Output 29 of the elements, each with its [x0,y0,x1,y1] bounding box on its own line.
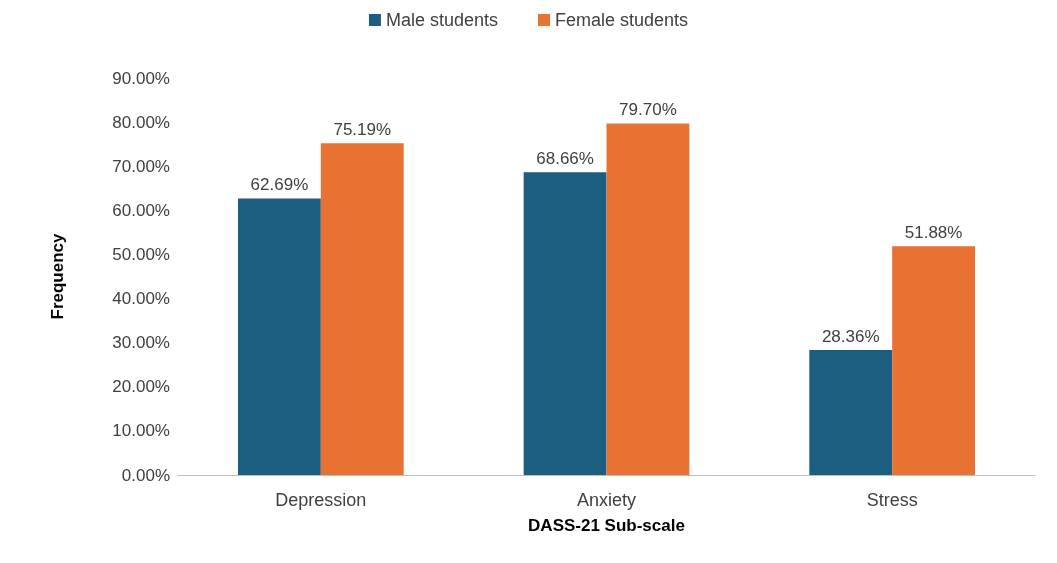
bar [606,123,690,475]
y-tick-label: 0.00% [121,465,170,485]
x-tick-label: Stress [866,490,918,510]
x-tick-label: Anxiety [576,490,637,510]
y-tick-label: 40.00% [112,289,170,309]
y-tick-label: 20.00% [112,377,170,397]
data-label: 51.88% [904,223,963,243]
legend-label: Female students [555,10,689,30]
bar [809,349,893,475]
data-label: 28.36% [821,326,880,346]
y-tick-label: 70.00% [112,156,170,176]
y-tick-label: 30.00% [112,333,170,353]
bar [523,172,607,475]
x-axis-title: DASS-21 Sub-scale [528,516,685,535]
data-label: 68.66% [536,149,594,169]
y-tick-label: 50.00% [112,244,170,264]
data-label: 79.70% [619,100,677,120]
data-label: 62.69% [250,175,309,195]
legend-label: Male students [385,10,498,30]
x-tick-label: Depression [275,490,367,510]
y-tick-label: 10.00% [112,421,170,441]
data-label: 75.19% [333,120,392,140]
bar [237,198,321,475]
y-tick-label: 60.00% [112,200,170,220]
bar [892,246,976,475]
bar [320,143,404,475]
y-tick-label: 80.00% [112,112,170,132]
y-tick-label: 90.00% [112,68,170,88]
y-axis-title: Frequency [48,232,67,320]
